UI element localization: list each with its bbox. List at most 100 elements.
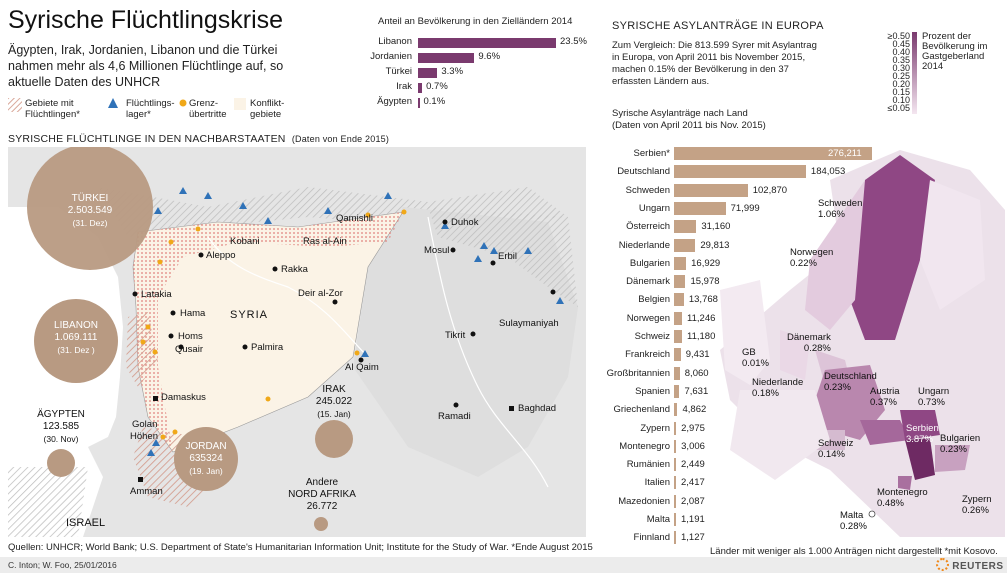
bubble-turkei <box>27 147 153 270</box>
reuters-logo-icon <box>936 558 949 571</box>
eu-intro: Zum Vergleich: Die 813.599 Syrer mit Asy… <box>612 40 817 87</box>
legend-grenz: Grenz-übertritte <box>189 98 227 120</box>
asylum-bar-label: Bulgarien <box>629 257 670 269</box>
eu-label-daenemark: Dänemark 0.28% <box>787 332 831 354</box>
color-ramp <box>912 32 917 114</box>
eu-label-schweden: Schweden 1.06% <box>818 198 863 220</box>
asylum-bar-row: Bulgarien 16,929 <box>600 255 900 273</box>
asylum-bar-value: 15,978 <box>690 276 720 288</box>
asylum-bar-label: Frankreich <box>625 349 670 361</box>
city-aleppo: Aleppo <box>206 250 236 261</box>
city-hama: Hama <box>180 308 206 319</box>
share-row: Türkei 3.3% <box>348 66 588 79</box>
eu-heading: SYRISCHE ASYLANTRÄGE IN EUROPA <box>612 20 824 32</box>
camp-markers <box>147 187 564 456</box>
city-duhok: Duhok <box>451 217 479 228</box>
asylum-bar <box>674 458 676 472</box>
asylum-bar-value: 29,813 <box>700 239 730 251</box>
asylum-bar <box>674 256 687 270</box>
color-ramp-tick: 0.15 <box>892 87 910 97</box>
asylum-bar-row: Finnland 1,127 <box>600 529 900 547</box>
color-ramp-tick: 0.30 <box>892 63 910 73</box>
footer-sources: Quellen: UNHCR; World Bank; U.S. Departm… <box>8 542 593 553</box>
city-erbil: Erbil <box>498 251 518 262</box>
share-row-label: Irak <box>396 81 412 92</box>
asylum-bar-label: Griechenland <box>613 404 670 416</box>
asylum-bar-chart <box>0 0 1 1</box>
share-bar <box>418 38 556 48</box>
asylum-bar <box>674 330 682 343</box>
asylum-bar-row: Malta 1,191 <box>600 511 900 529</box>
asylum-bar <box>674 403 678 417</box>
asylum-bar <box>674 366 680 380</box>
asylum-bar-value: 2,449 <box>681 459 705 471</box>
share-row: Ägypten 0.1% <box>348 96 588 109</box>
city-rasalain: Ras al-Ain <box>303 236 347 247</box>
asylum-bar-label: Belgien <box>638 294 670 306</box>
asylum-bar-label: Ungarn <box>638 202 670 214</box>
asylum-bar-label: Deutschland <box>617 166 670 178</box>
asylum-bar-row: Schweiz 11,180 <box>600 328 900 346</box>
eu-label-norwegen: Norwegen 0.22% <box>790 247 834 269</box>
color-ramp-tick: 0.40 <box>892 47 910 57</box>
asylum-bar-row: Montenegro 3,006 <box>600 438 900 456</box>
asylum-bar-label: Rumänien <box>626 459 670 471</box>
eu-label-gb: GB 0.01% <box>742 347 769 369</box>
asylum-bar-label: Italien <box>644 477 670 489</box>
intro-text: Ägypten, Irak, Jordanien, Libanon und di… <box>8 43 284 89</box>
asylum-bar-row: Niederlande 29,813 <box>600 237 900 255</box>
asylum-bar-label: Schweden <box>625 184 670 196</box>
asylum-bar <box>674 439 677 453</box>
eu-subtitle: Syrische Asylanträge nach Land (Daten von… <box>612 108 766 131</box>
bubble-libanon <box>34 299 118 383</box>
asylum-bar <box>674 531 676 545</box>
bubble-jordan-label: JORDAN 635324 (19. Jan) <box>185 441 227 476</box>
country-syria: SYRIA <box>230 309 269 321</box>
asylum-bar <box>674 165 806 179</box>
share-row: Libanon 23.5% <box>348 36 588 49</box>
asylum-bar <box>674 384 680 398</box>
bubble-layer <box>27 147 564 531</box>
asylum-bar-label: Schweiz <box>634 331 670 342</box>
city-alqaim: Al Qaim <box>345 362 379 373</box>
asylum-bar <box>674 238 696 252</box>
eu-label-serbien: Serbien 3.87% <box>906 423 939 445</box>
asylum-bar-value: 2,087 <box>681 495 705 507</box>
city-tikrit: Tikrit <box>445 330 466 341</box>
asylum-bar-row: Italien 2,417 <box>600 474 900 492</box>
city-baghdad: Baghdad <box>518 403 557 414</box>
asylum-bar <box>674 183 748 197</box>
asylum-bar <box>674 311 683 325</box>
asylum-bar-label: Zypern <box>640 422 670 434</box>
city-qusair: Qusair <box>175 344 203 355</box>
city-sulaymaniyah: Sulaymaniyah <box>499 318 559 329</box>
city-kobani: Kobani <box>230 236 260 247</box>
asylum-bar-row: Ungarn 71,999 <box>600 200 900 218</box>
asylum-bar <box>674 348 681 362</box>
color-ramp-tick: 0.25 <box>892 71 910 81</box>
bubble-aegypten <box>47 449 75 477</box>
share-value: 0.7% <box>426 81 448 92</box>
bubble-jordan <box>174 427 238 491</box>
share-row: Jordanien 9.6% <box>348 51 588 64</box>
asylum-bar-label: Spanien <box>635 385 670 397</box>
share-chart: Libanon 23.5% Jordanien 9.6% Türkei 3.3% Irak 0… <box>348 36 588 111</box>
asylum-bar-value: 13,768 <box>688 294 718 306</box>
asylum-bar-row: Rumänien 2,449 <box>600 456 900 474</box>
eu-label-niederlande: Niederlande 0.18% <box>752 377 804 399</box>
eu-label-deutschland: Deutschland 0.23% <box>824 371 877 393</box>
middle-east-map: TÜRKEI 2.503.549 (31. Dez) LIBANON 1.069.11… <box>8 147 586 537</box>
eu-label-zypern: Zypern 0.26% <box>962 494 992 516</box>
asylum-bar-row: Großbritannien 8,060 <box>600 365 900 383</box>
malta-marker <box>868 510 876 518</box>
asylum-bar-row: Zypern 2,975 <box>600 420 900 438</box>
asylum-bar-row: Deutschland 184,053 <box>600 163 900 181</box>
asylum-bar <box>674 201 726 215</box>
asylum-bar-value: 4,862 <box>682 404 707 416</box>
bubble-aegypten-label: ÄGYPTEN 123.585 (30. Nov) <box>37 409 85 444</box>
city-palmira: Palmira <box>251 342 284 353</box>
region-gb <box>720 280 770 385</box>
asylum-bar-row: Schweden 102,870 <box>600 182 900 200</box>
eu-color-legend: ≥0.50 0.45 0.40 0.35 0.30 0.25 0.20 0.15 0.10 ≤0.… <box>876 32 1004 114</box>
eu-label-bulgarien: Bulgarien 0.23% <box>940 433 981 455</box>
